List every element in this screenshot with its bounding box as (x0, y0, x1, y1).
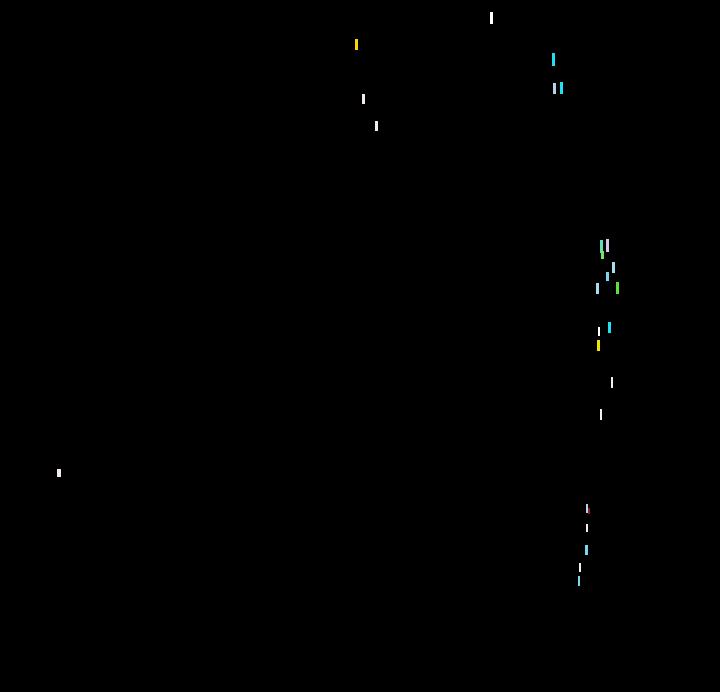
glyph-cyan-upper-3 (560, 82, 563, 94)
glyph-cyan-col-8 (608, 322, 611, 333)
glyph-cyan-col-4 (612, 262, 615, 273)
glyph-white-upper-3 (375, 121, 378, 131)
glyph-green-col-7 (616, 282, 619, 294)
glyph-yellow-col-10 (597, 340, 600, 351)
glyph-white-left (57, 469, 61, 477)
glyph-lavender-col-2 (606, 239, 609, 252)
glyph-white-col-9 (598, 327, 600, 336)
glyph-white-upper-1 (490, 12, 493, 24)
glyph-white-upper-2 (362, 94, 365, 104)
glyph-mint-col-1 (600, 240, 603, 253)
glyph-cyan-col-5 (606, 272, 609, 281)
glyph-yellow-upper (355, 39, 358, 50)
glyph-cyan-col-6 (596, 283, 599, 294)
glyph-green-col-3 (601, 251, 604, 259)
glyph-red-col-14 (588, 508, 590, 514)
glyph-white-col-11 (611, 377, 613, 388)
glyph-pink-col-15 (586, 524, 588, 532)
glyph-cyan-col-18 (578, 576, 580, 586)
glyph-cyan-upper-1 (552, 53, 555, 66)
glyph-white-col-12 (600, 409, 602, 420)
glyph-cyan-col-16 (585, 545, 588, 555)
glyph-blue-upper-2 (553, 83, 556, 94)
glyph-white-col-17 (579, 563, 581, 572)
glyph-blue-col-13 (586, 504, 588, 513)
